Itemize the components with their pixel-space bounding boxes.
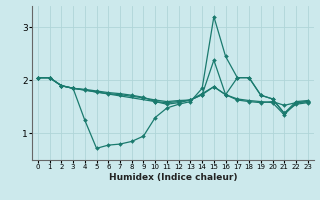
X-axis label: Humidex (Indice chaleur): Humidex (Indice chaleur): [108, 173, 237, 182]
